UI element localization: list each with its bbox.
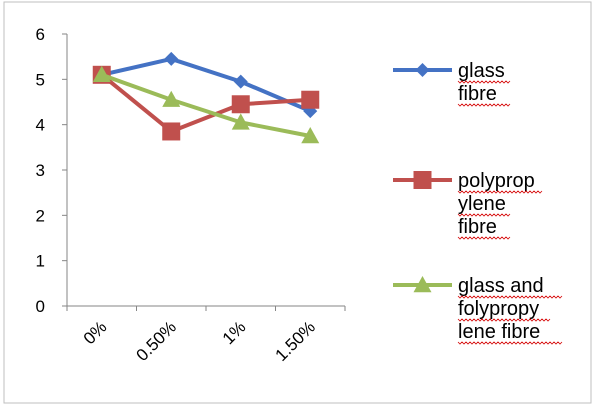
data-point (164, 51, 179, 66)
data-point (301, 127, 320, 144)
data-point (233, 74, 248, 89)
x-tick-label: 1.50% (272, 317, 320, 365)
y-tick-label: 6 (36, 25, 45, 44)
data-point (231, 95, 250, 114)
legend-label-line: glass and (458, 275, 544, 297)
legend-marker-2 (413, 276, 432, 293)
spellcheck-underline (457, 295, 563, 299)
legend-label-line: fibre (458, 83, 497, 105)
legend-label-line: fibre (458, 216, 497, 238)
legend-label-line: glass (458, 60, 505, 82)
data-point (162, 90, 181, 107)
spellcheck-underline (457, 103, 511, 107)
x-tick-label: 0% (80, 317, 111, 348)
y-tick-label: 1 (36, 252, 45, 271)
data-point (162, 122, 181, 141)
chart-frame (3, 1, 592, 404)
legend-label-line: lene fibre (458, 321, 540, 343)
series-line-2 (101, 72, 311, 138)
series-line-1 (100, 73, 311, 134)
x-tick-label: 1% (219, 317, 250, 348)
y-tick-label: 2 (36, 206, 45, 225)
legend-marker-0 (415, 63, 430, 77)
series-2 (92, 65, 320, 144)
series-line-0 (101, 56, 312, 113)
legend-label-line: ylene (458, 193, 506, 215)
y-tick-label: 5 (36, 70, 45, 89)
spellcheck-underline (457, 80, 511, 84)
series-1 (92, 65, 320, 141)
spellcheck-underline (457, 341, 563, 345)
data-point (92, 65, 111, 82)
legend-label-line: folypropy (458, 298, 539, 320)
x-tick-label: 0.50% (133, 317, 181, 365)
spellcheck-underline (457, 213, 511, 217)
data-point (231, 113, 250, 130)
spellcheck-underline (457, 318, 551, 322)
spellcheck-underline (457, 190, 543, 194)
plot-area: 0 1 2 3 4 5 6 0% 0.50% 1% 1.50% (36, 25, 346, 365)
data-point (301, 90, 320, 109)
y-tick-label: 4 (36, 116, 45, 135)
legend-label-line: polyprop (458, 170, 535, 192)
y-tick-label: 0 (36, 297, 45, 316)
legend-marker-1 (413, 171, 432, 189)
y-tick-label: 3 (36, 161, 45, 180)
spellcheck-underline (457, 236, 511, 240)
